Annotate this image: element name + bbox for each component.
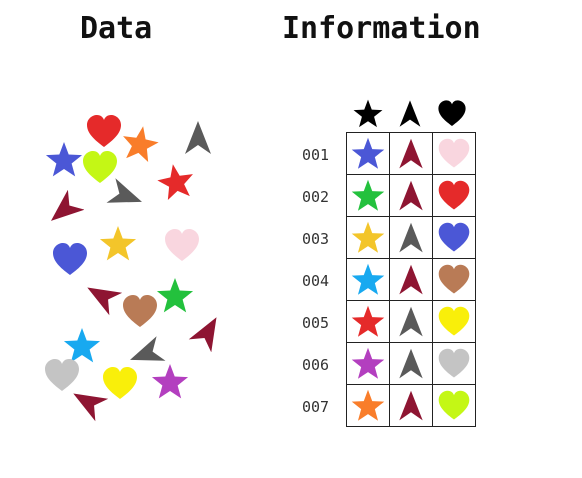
scatter-arrow-icon [44, 190, 84, 230]
scatter-heart-icon [42, 356, 82, 396]
star-icon [351, 263, 385, 295]
table-cell-arrow [389, 258, 433, 301]
scatter-star-icon [62, 326, 102, 366]
heart-icon [438, 138, 470, 167]
header-heart-icon [436, 98, 468, 130]
table-cell-arrow [389, 342, 433, 385]
scatter-star-icon [120, 124, 160, 164]
table-cell-star [346, 216, 390, 259]
arrow-icon [399, 390, 423, 420]
table-cell-star [346, 342, 390, 385]
scatter-star-icon [98, 224, 138, 264]
table-row [346, 384, 476, 427]
row-id-label: 005 [302, 314, 330, 332]
table-cell-heart [432, 384, 476, 427]
scatter-heart-icon [84, 112, 124, 152]
star-icon [351, 221, 385, 253]
heart-icon [438, 180, 470, 209]
row-id-label: 002 [302, 188, 330, 206]
table-cell-star [346, 132, 390, 175]
scatter-heart-icon [100, 364, 140, 404]
table-cell-arrow [389, 384, 433, 427]
row-id-label: 007 [302, 398, 330, 416]
scatter-star-icon [156, 162, 196, 202]
heart-icon [438, 390, 470, 419]
scatter-arrow-icon [188, 312, 228, 352]
scatter-arrow-icon [126, 334, 166, 374]
star-icon [351, 137, 385, 169]
scatter-heart-icon [162, 226, 202, 266]
arrow-icon [399, 180, 423, 210]
scatter-star-icon [44, 140, 84, 180]
table-cell-heart [432, 342, 476, 385]
scatter-heart-icon [120, 292, 160, 332]
table-cell-arrow [389, 174, 433, 217]
arrow-icon [399, 222, 423, 252]
heart-icon [438, 306, 470, 335]
table-cell-star [346, 258, 390, 301]
table-cell-arrow [389, 216, 433, 259]
table-cell-star [346, 300, 390, 343]
table-row [346, 216, 476, 259]
heart-icon [438, 264, 470, 293]
star-icon [351, 389, 385, 421]
heart-icon [438, 348, 470, 377]
information-table [346, 132, 476, 427]
table-row [346, 132, 476, 175]
row-id-label: 003 [302, 230, 330, 248]
star-icon [351, 179, 385, 211]
arrow-icon [399, 138, 423, 168]
scatter-arrow-icon [178, 118, 218, 158]
row-id-label: 001 [302, 146, 330, 164]
table-cell-heart [432, 300, 476, 343]
data-title: Data [80, 11, 153, 46]
table-row [346, 258, 476, 301]
scatter-arrow-icon [106, 176, 146, 216]
scatter-star-icon [155, 276, 195, 316]
scatter-heart-icon [80, 148, 120, 188]
star-icon [351, 347, 385, 379]
scatter-star-icon [150, 362, 190, 402]
table-cell-heart [432, 216, 476, 259]
scatter-arrow-icon [82, 276, 122, 316]
arrow-icon [399, 348, 423, 378]
arrow-icon [399, 264, 423, 294]
table-row [346, 174, 476, 217]
table-row [346, 342, 476, 385]
table-row [346, 300, 476, 343]
header-arrow-icon [394, 98, 426, 130]
scatter-arrow-icon [68, 382, 108, 422]
table-cell-arrow [389, 132, 433, 175]
scatter-heart-icon [50, 240, 90, 280]
table-cell-heart [432, 174, 476, 217]
arrow-icon [399, 306, 423, 336]
row-id-label: 004 [302, 272, 330, 290]
heart-icon [438, 222, 470, 251]
table-cell-heart [432, 132, 476, 175]
table-cell-arrow [389, 300, 433, 343]
star-icon [351, 305, 385, 337]
header-star-icon [352, 98, 384, 130]
table-cell-star [346, 384, 390, 427]
row-id-label: 006 [302, 356, 330, 374]
table-cell-heart [432, 258, 476, 301]
table-cell-star [346, 174, 390, 217]
information-title: Information [282, 11, 481, 46]
